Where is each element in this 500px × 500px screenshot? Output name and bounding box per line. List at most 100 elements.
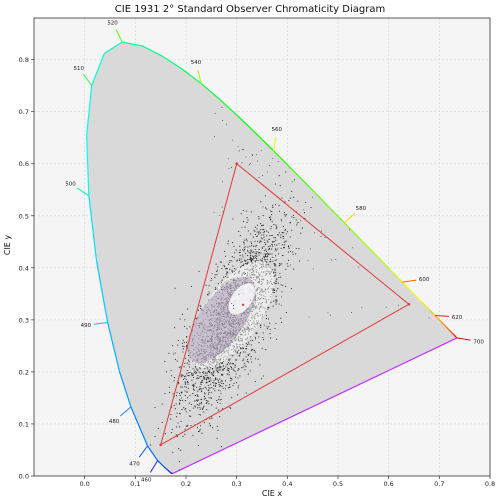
sample-point [283,212,286,214]
sample-point [256,224,258,226]
sample-point [263,229,265,231]
spectral-locus-segment [157,460,165,468]
sample-point [267,241,269,243]
spectral-locus-segment [86,85,93,136]
sample-point [173,380,175,382]
sample-point [177,381,180,383]
sample-point [247,219,249,221]
sample-point [206,374,208,376]
sample-point [259,240,261,242]
wavelength-label: 460 [141,477,152,483]
sample-point-sparse [221,289,223,290]
sample-point [218,396,220,398]
sample-points-layer [150,107,430,471]
sample-point [188,366,191,368]
sample-point [217,283,219,285]
sample-point [256,240,259,242]
sample-point [268,217,271,219]
spectral-locus-segment [255,132,275,152]
sample-point [196,368,198,370]
spectral-locus-segment [122,41,143,47]
sample-point [199,430,201,432]
sample-point [206,409,208,411]
sample-point [193,389,195,391]
sample-point [208,397,210,399]
y-tick-label: 0.5 [19,212,29,220]
sample-point [213,370,215,372]
wavelength-label: 510 [73,66,84,72]
sample-point [213,380,215,382]
sample-point [224,250,226,252]
sample-point [197,444,199,447]
sample-point [184,362,186,364]
sample-point [239,234,241,237]
sample-point [276,248,279,250]
sample-point [194,369,196,371]
sample-point [219,369,221,371]
wavelength-label: 500 [65,182,76,188]
sample-point [174,352,176,354]
sample-point [266,261,268,263]
sample-point [206,372,209,374]
spectral-locus-segment [88,195,98,262]
sample-point-sparse [320,230,322,232]
sample-point [183,366,185,368]
sample-point [260,241,262,243]
sample-point [247,246,249,248]
sample-point [199,406,201,409]
sample-point [258,230,260,232]
sample-point [222,387,224,389]
sample-point-sparse [231,302,233,304]
sample-point-sparse [281,220,283,222]
sample-point-sparse [265,256,267,258]
sample-point [164,392,166,395]
sample-point [242,256,244,258]
sample-point-sparse [213,211,215,213]
wavelength-label: 470 [129,462,140,468]
sample-point-sparse [272,157,274,159]
sample-point [230,380,232,382]
sample-point [187,388,189,390]
sample-point [272,204,274,206]
sample-point [280,234,282,236]
sample-point [234,364,236,366]
sample-point-sparse [251,154,253,156]
wavelength-tick [138,445,148,458]
sample-point [222,368,225,370]
sample-point [226,272,228,274]
sample-point [186,362,188,364]
sample-point [180,392,182,394]
spectral-locus-segment [218,98,238,117]
sample-point [274,259,276,261]
sample-point [275,299,277,301]
sample-point [238,230,240,233]
sample-point [227,243,229,245]
sample-point [234,267,236,269]
sample-point [247,355,249,357]
sample-point [234,366,236,368]
sample-point [253,258,255,260]
sample-point [175,416,178,418]
sample-point [186,425,188,427]
sample-point [227,361,230,363]
sample-point [239,347,241,349]
sample-point [239,375,241,377]
sample-point [229,260,231,262]
sample-point [220,446,223,448]
sample-point [247,230,249,232]
sample-point [185,357,187,360]
sample-point [246,217,248,219]
sample-point [275,295,277,297]
sample-point [254,338,257,340]
sample-point [285,240,287,242]
sample-point-sparse [266,171,268,173]
sample-point [184,319,186,321]
sample-point [170,414,172,416]
sample-point [199,408,201,410]
sample-point [203,411,205,413]
sample-point [256,235,258,237]
sample-point [218,381,220,383]
spectral-locus-segment [412,292,423,303]
sample-point-sparse [257,160,258,162]
